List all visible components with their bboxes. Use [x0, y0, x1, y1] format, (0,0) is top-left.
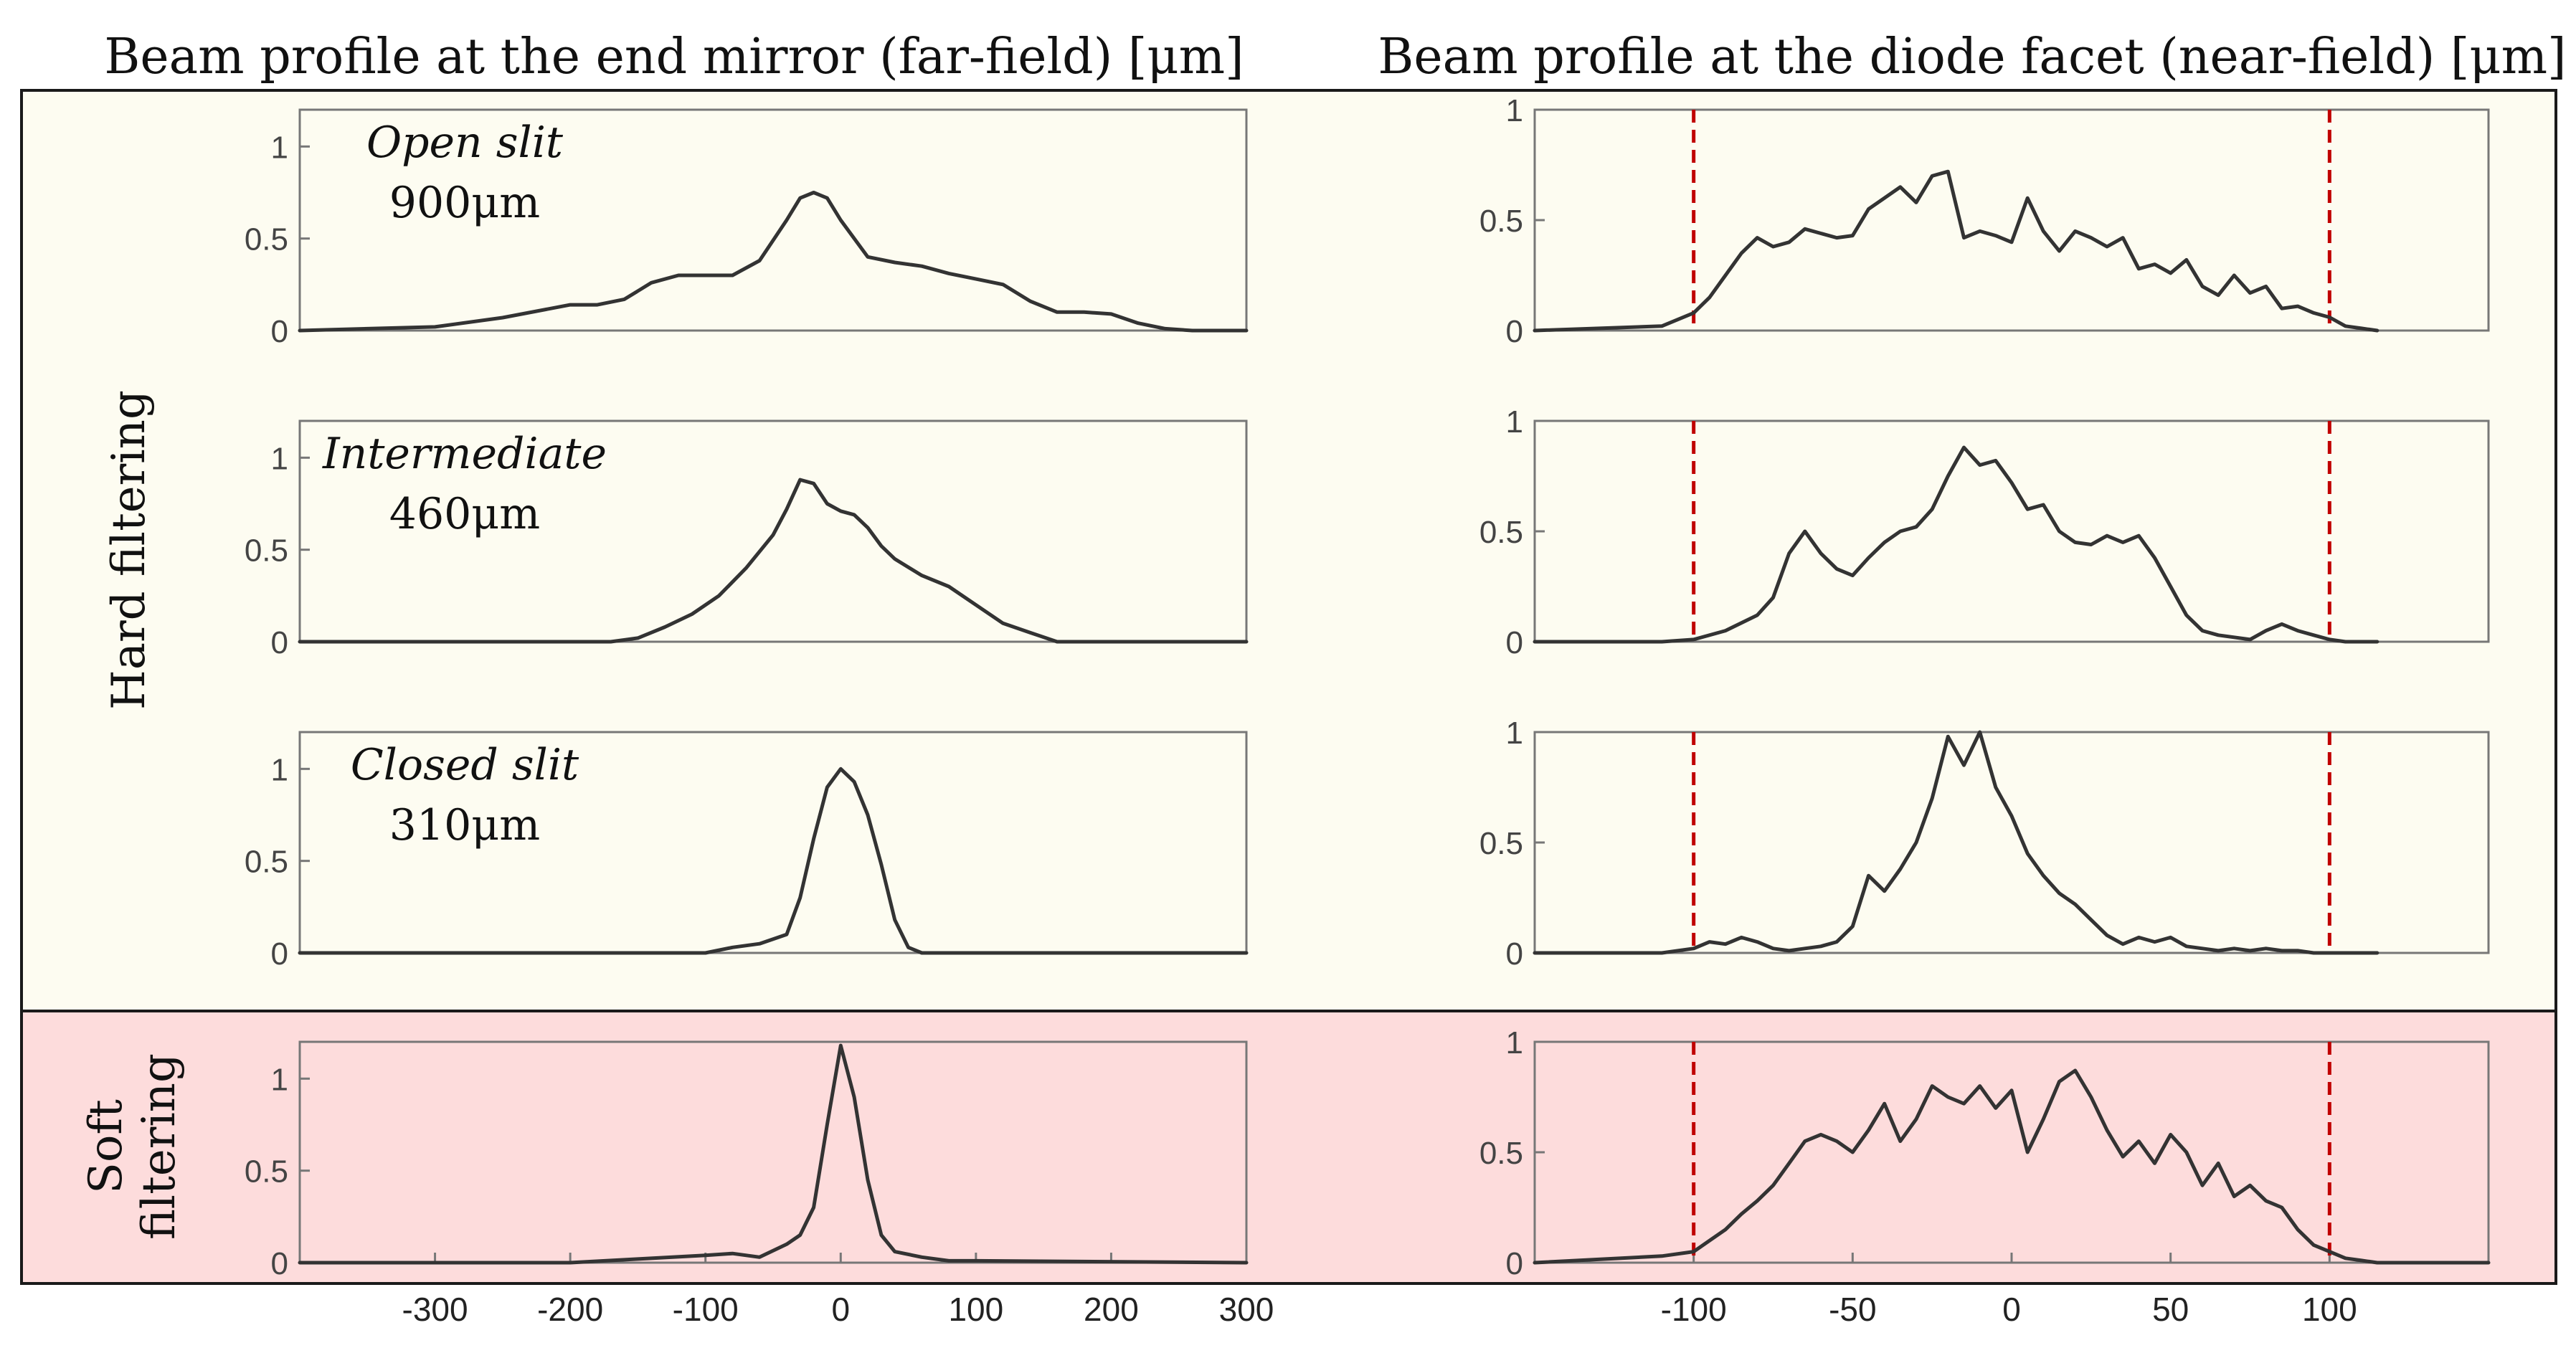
x-tick-label: -200 — [537, 1291, 603, 1328]
panel-7-ytick-label: 0.5 — [1479, 826, 1523, 861]
panel-1-ytick-label: 0.5 — [245, 222, 288, 257]
panel-7-axes — [1533, 731, 2490, 954]
panel-3-annotation-subtitle: 310μm — [389, 800, 540, 850]
panel-3-ytick-label: 0.5 — [245, 845, 288, 880]
panel-1-ytick-label: 1 — [271, 130, 288, 165]
panel-2-ytick-label: 1 — [271, 441, 288, 476]
panel-3-profile-curve — [298, 766, 1249, 955]
panel-4-axes — [298, 1040, 1248, 1264]
x-tick-label: 100 — [948, 1291, 1003, 1328]
panel-2-annotation-title: Intermediate — [322, 429, 607, 479]
x-tick-label: -300 — [402, 1291, 468, 1328]
panel-8-ytick-label: 0 — [1506, 1246, 1523, 1281]
panel-1-ytick-label: 0 — [271, 314, 288, 349]
panel-6-ytick-label: 0.5 — [1479, 515, 1523, 550]
panel-2-ytick-label: 0.5 — [245, 533, 288, 569]
panel-1-profile-curve — [298, 191, 1249, 333]
x-tick-label: 0 — [831, 1291, 850, 1328]
x-tick-label: -100 — [673, 1291, 739, 1328]
panel-8-axes — [1533, 1040, 2490, 1264]
x-tick-label: 50 — [2152, 1291, 2189, 1328]
panel-1-annotation-subtitle: 900μm — [389, 178, 540, 228]
x-tick-label: 200 — [1084, 1291, 1139, 1328]
panel-1-annotation-title: Open slit — [366, 118, 564, 168]
panel-3-ytick-label: 1 — [271, 752, 288, 787]
panel-2-annotation-subtitle: 460μm — [389, 489, 540, 539]
panel-6-profile-curve — [1533, 445, 2380, 644]
panel-6-ytick-label: 0 — [1506, 625, 1523, 660]
panel-3-annotation-title: Closed slit — [351, 740, 579, 790]
far-field-column-title: Beam profile at the end mirror (far-fiel… — [104, 28, 1244, 85]
panel-1-axes — [298, 108, 1248, 332]
panel-5-ytick-label: 0.5 — [1479, 204, 1523, 239]
panel-8-ytick-label: 0.5 — [1479, 1136, 1523, 1171]
panel-6-ytick-label: 1 — [1506, 404, 1523, 440]
panel-5-ytick-label: 1 — [1506, 93, 1523, 128]
panel-4-ytick-label: 1 — [271, 1062, 288, 1097]
x-tick-label: 0 — [2002, 1291, 2021, 1328]
panel-4-profile-curve — [298, 1043, 1249, 1265]
panel-5-axes — [1533, 108, 2490, 332]
panel-7-profile-curve — [1533, 730, 2380, 955]
panel-5-ytick-label: 0 — [1506, 314, 1523, 349]
near-field-column-title: Beam profile at the diode facet (near-fi… — [1378, 28, 2567, 85]
panel-4-ytick-label: 0 — [271, 1246, 288, 1281]
panel-3-ytick-label: 0 — [271, 936, 288, 972]
panel-8-ytick-label: 1 — [1506, 1025, 1523, 1060]
panel-3-axes — [298, 731, 1248, 954]
panel-2-profile-curve — [298, 478, 1249, 644]
panel-8-profile-curve — [1533, 1068, 2491, 1265]
panel-2-axes — [298, 419, 1248, 643]
panel-6-axes — [1533, 419, 2490, 643]
panel-4-ytick-label: 0.5 — [245, 1154, 288, 1190]
hard-filtering-section — [20, 89, 2557, 1012]
panel-2-ytick-label: 0 — [271, 625, 288, 660]
x-tick-label: 300 — [1219, 1291, 1274, 1328]
x-tick-label: -100 — [1661, 1291, 1727, 1328]
x-tick-label: 100 — [2302, 1291, 2357, 1328]
x-tick-label: -50 — [1829, 1291, 1876, 1328]
panel-5-profile-curve — [1533, 169, 2380, 333]
panel-7-ytick-label: 0 — [1506, 936, 1523, 972]
panel-7-ytick-label: 1 — [1506, 716, 1523, 751]
